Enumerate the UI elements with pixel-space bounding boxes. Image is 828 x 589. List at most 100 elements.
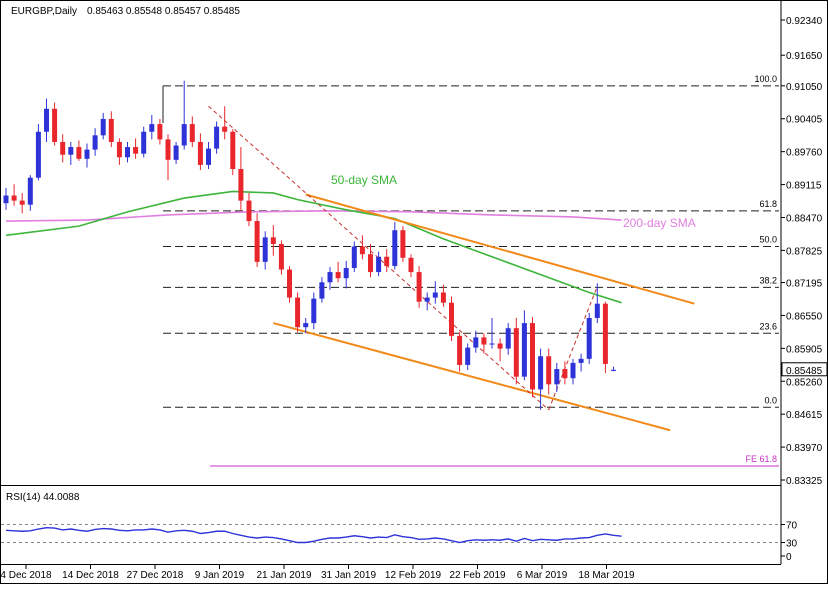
candle-body-50 bbox=[408, 257, 414, 273]
candle-30 bbox=[246, 192, 252, 227]
time-tick-label-3: 9 Jan 2019 bbox=[195, 570, 245, 581]
candle-42 bbox=[343, 260, 349, 289]
candle-12 bbox=[100, 112, 106, 140]
price-tick-label-7: 0.87825 bbox=[786, 246, 823, 257]
candle-46 bbox=[376, 251, 382, 277]
candle-body-7 bbox=[60, 141, 66, 155]
candle-body-46 bbox=[376, 256, 382, 273]
time-tick-label-2: 27 Dec 2018 bbox=[127, 570, 184, 581]
price-tick-label-6: 0.88470 bbox=[786, 213, 823, 224]
time-tick-label-4: 21 Jan 2019 bbox=[256, 570, 311, 581]
candle-body-9 bbox=[76, 147, 82, 159]
candle-21 bbox=[173, 141, 179, 164]
candle-body-24 bbox=[197, 141, 203, 165]
price-tick-label-2: 0.91050 bbox=[786, 82, 823, 93]
rsi-tick-label-1: 30 bbox=[786, 539, 798, 550]
rsi-tick-label-2: 0 bbox=[786, 552, 792, 563]
time-tick-label-1: 14 Dec 2018 bbox=[62, 570, 119, 581]
candle-24 bbox=[197, 133, 203, 171]
candle-body-64 bbox=[521, 323, 527, 377]
candle-47 bbox=[384, 249, 390, 273]
candle-body-18 bbox=[149, 124, 155, 132]
candle-body-39 bbox=[319, 282, 325, 299]
candle-14 bbox=[116, 138, 122, 165]
candle-body-37 bbox=[303, 323, 309, 328]
price-tick-label-1: 0.91650 bbox=[786, 51, 823, 62]
candle-body-60 bbox=[489, 343, 495, 345]
candle-36 bbox=[295, 292, 301, 333]
candle-49 bbox=[400, 226, 406, 262]
candle-51 bbox=[416, 265, 422, 308]
candle-1 bbox=[11, 184, 17, 206]
sma-200-line bbox=[5, 210, 622, 222]
fib-label-4: 23.6 bbox=[759, 321, 777, 331]
candle-body-71 bbox=[578, 358, 584, 363]
candle-43 bbox=[351, 241, 357, 273]
candle-body-22 bbox=[181, 124, 187, 146]
candle-body-16 bbox=[133, 147, 139, 154]
candle-38 bbox=[311, 292, 317, 330]
candle-body-51 bbox=[416, 272, 422, 302]
sma-50-line bbox=[5, 190, 622, 304]
candle-body-65 bbox=[530, 323, 535, 390]
candle-body-72 bbox=[586, 317, 592, 359]
candle-22 bbox=[181, 80, 187, 150]
candle-body-21 bbox=[173, 145, 179, 160]
candle-40 bbox=[327, 266, 333, 290]
candle-body-28 bbox=[230, 131, 236, 169]
time-tick-label-6: 12 Feb 2019 bbox=[385, 570, 442, 581]
time-tick-label-5: 31 Jan 2019 bbox=[321, 570, 376, 581]
ohlc-label: 0.85463 0.85548 0.85457 0.85485 bbox=[87, 6, 240, 17]
time-tick-label-7: 22 Feb 2019 bbox=[449, 570, 506, 581]
candle-64 bbox=[521, 310, 527, 381]
rsi-line bbox=[5, 526, 622, 544]
candle-74 bbox=[602, 301, 608, 374]
current-price-box bbox=[781, 362, 828, 377]
candle-body-23 bbox=[189, 124, 195, 142]
candle-body-3 bbox=[27, 177, 33, 205]
candle-48 bbox=[392, 222, 398, 270]
candle-body-32 bbox=[262, 237, 268, 262]
candle-body-44 bbox=[359, 246, 365, 255]
candle-13 bbox=[108, 111, 114, 148]
candle-body-36 bbox=[295, 297, 301, 328]
candle-56 bbox=[457, 332, 463, 372]
candle-37 bbox=[303, 317, 309, 334]
candle-39 bbox=[319, 277, 325, 303]
candle-body-47 bbox=[384, 256, 390, 266]
trendline-1 bbox=[273, 322, 671, 432]
candle-body-17 bbox=[141, 131, 147, 154]
candle-16 bbox=[133, 138, 139, 159]
candle-55 bbox=[449, 296, 454, 341]
candle-28 bbox=[230, 129, 236, 176]
symbol-label: EURGBP,Daily bbox=[11, 6, 77, 17]
candle-18 bbox=[149, 114, 155, 140]
rsi-tick-label-0: 70 bbox=[786, 521, 798, 532]
candle-body-61 bbox=[497, 343, 503, 349]
candle-61 bbox=[497, 338, 503, 362]
candle-0 bbox=[3, 187, 9, 210]
candle-body-73 bbox=[594, 303, 600, 318]
time-tick-label-0: 4 Dec 2018 bbox=[0, 570, 52, 581]
candle-72 bbox=[586, 312, 592, 364]
candle-body-0 bbox=[3, 195, 9, 204]
candle-body-45 bbox=[368, 254, 373, 273]
price-tick-label-0: 0.92340 bbox=[786, 16, 823, 27]
candle-body-31 bbox=[254, 221, 260, 262]
rsi-layer bbox=[1, 524, 780, 544]
candle-body-70 bbox=[570, 362, 576, 379]
candle-body-33 bbox=[270, 237, 276, 245]
candle-body-55 bbox=[449, 302, 454, 336]
candle-body-11 bbox=[92, 135, 98, 150]
current-price-label: 0.85485 bbox=[786, 366, 823, 377]
fib-label-0: 100.0 bbox=[754, 74, 777, 84]
candle-57 bbox=[465, 343, 471, 371]
candle-9 bbox=[76, 140, 82, 161]
candle-66 bbox=[538, 348, 544, 410]
price-tick-label-13: 0.83970 bbox=[786, 443, 823, 454]
fe-label: FE 61.8 bbox=[745, 454, 777, 464]
candle-body-52 bbox=[424, 297, 430, 302]
candle-52 bbox=[424, 292, 430, 311]
